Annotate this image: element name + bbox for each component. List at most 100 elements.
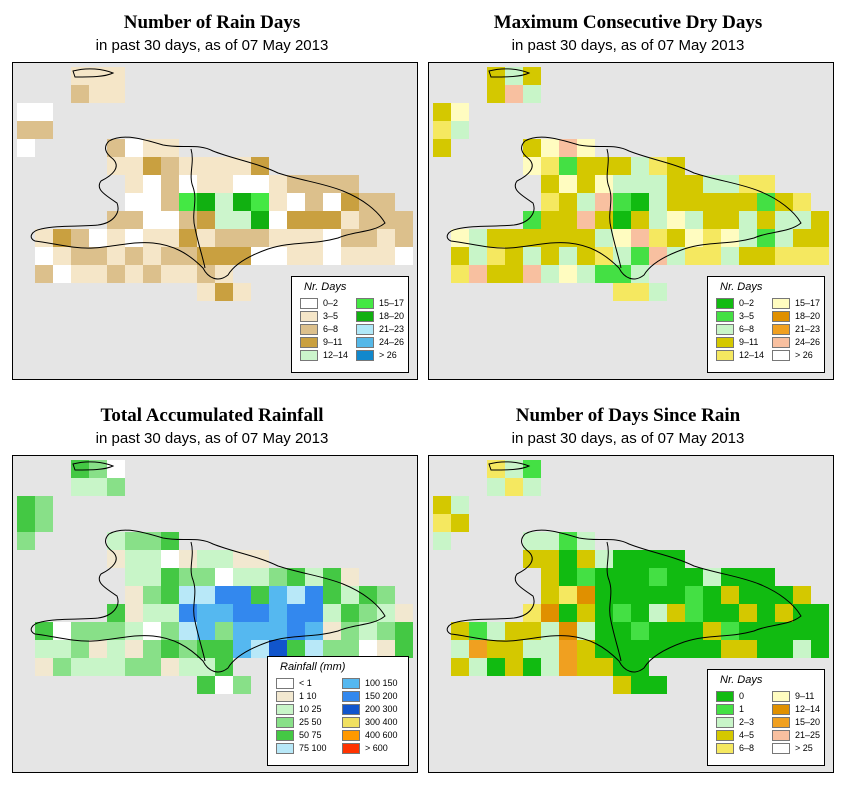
grid-cell — [215, 211, 233, 229]
grid-cell — [161, 640, 179, 658]
grid-cell — [359, 622, 377, 640]
grid-cell — [757, 640, 775, 658]
legend: Rainfall (mm) < 1 1 10 10 25 25 50 50 75 75 10… — [267, 656, 409, 766]
grid-cell — [523, 265, 541, 283]
grid-cell — [451, 622, 469, 640]
legend-item: 9–11 — [772, 690, 814, 702]
legend-swatch — [716, 323, 734, 335]
grid-cell — [197, 640, 215, 658]
grid-cell — [359, 211, 377, 229]
grid-cell — [595, 622, 613, 640]
grid-cell — [125, 532, 143, 550]
grid-cell — [359, 247, 377, 265]
legend-label: > 600 — [365, 743, 388, 753]
grid-cell — [523, 229, 541, 247]
grid-cell — [595, 229, 613, 247]
grid-cell — [451, 496, 469, 514]
grid-cell — [811, 229, 829, 247]
grid-cell — [559, 175, 577, 193]
grid-cell — [179, 265, 197, 283]
panel-subtitle-rainfall: in past 30 days, as of 07 May 2013 — [95, 430, 329, 447]
grid-cell — [269, 622, 287, 640]
grid-cell — [523, 658, 541, 676]
coastline — [446, 136, 802, 280]
grid-cell — [793, 640, 811, 658]
grid-cell — [613, 193, 631, 211]
legend-label: 12–14 — [795, 704, 821, 714]
grid-cell — [215, 175, 233, 193]
grid-cell — [233, 676, 251, 694]
grid-cell — [395, 247, 413, 265]
grid-cell — [233, 193, 251, 211]
grid-cell — [541, 658, 559, 676]
grid-cell — [667, 568, 685, 586]
map-days-since-rain: Nr. Days 0 1 2–3 4–5 6–8 9–11 12–14 15–20 21–25 > … — [428, 455, 834, 773]
grid-cell — [451, 247, 469, 265]
grid-cell — [143, 247, 161, 265]
grid-cell — [505, 247, 523, 265]
panel-subtitle-days-since-rain: in past 30 days, as of 07 May 2013 — [511, 430, 745, 447]
grid-cell — [757, 604, 775, 622]
grid-cell — [703, 604, 721, 622]
grid-cell — [523, 532, 541, 550]
grid-cell — [269, 193, 287, 211]
grid-cell — [451, 514, 469, 532]
grid-cell — [685, 211, 703, 229]
legend-swatch — [276, 716, 294, 728]
legend-label: 100 150 — [365, 678, 398, 688]
grid-cell — [775, 193, 793, 211]
grid-cell — [179, 586, 197, 604]
grid-cell — [793, 586, 811, 604]
grid-cell — [323, 211, 341, 229]
island-outline — [72, 461, 115, 471]
grid-cell — [125, 550, 143, 568]
grid-cell — [305, 640, 323, 658]
grid-cell — [757, 175, 775, 193]
legend-item: 15–17 — [772, 297, 820, 309]
grid-cell — [577, 568, 595, 586]
grid-cell — [35, 658, 53, 676]
grid-cell — [595, 658, 613, 676]
grid-cell — [505, 622, 523, 640]
grid-cell — [649, 175, 667, 193]
grid-cell — [541, 157, 559, 175]
grid-cell — [323, 247, 341, 265]
grid-cell — [631, 211, 649, 229]
grid-cell — [107, 658, 125, 676]
grid-cell — [775, 622, 793, 640]
legend-swatch — [772, 716, 790, 728]
legend-item: 300 400 — [342, 716, 398, 728]
legend-swatch — [772, 349, 790, 361]
legend-item: 6–8 — [716, 323, 754, 335]
grid-cell — [53, 640, 71, 658]
grid-cell — [377, 229, 395, 247]
grid-cell — [71, 658, 89, 676]
country-border — [190, 541, 206, 662]
grid-cell — [161, 157, 179, 175]
legend-swatch — [356, 323, 374, 335]
grid-cell — [161, 247, 179, 265]
grid-cell — [341, 229, 359, 247]
grid-cell — [323, 604, 341, 622]
panel-title-rain-days: Number of Rain Days — [123, 12, 301, 33]
grid-cell — [523, 85, 541, 103]
grid-cell — [433, 514, 451, 532]
grid-cell — [143, 229, 161, 247]
grid-cell — [703, 193, 721, 211]
grid-cell — [811, 604, 829, 622]
legend-item: 2–3 — [716, 716, 754, 728]
grid-cell — [35, 247, 53, 265]
grid-cell — [161, 532, 179, 550]
map-total-rainfall: Rainfall (mm) < 1 1 10 10 25 25 50 50 75 75 10… — [12, 455, 418, 773]
grid-cell — [323, 193, 341, 211]
legend-swatch — [716, 716, 734, 728]
grid-cell — [613, 211, 631, 229]
grid-cell — [215, 568, 233, 586]
grid-cell — [377, 622, 395, 640]
grid-cell — [721, 175, 739, 193]
grid-cell — [613, 550, 631, 568]
grid-cell — [125, 193, 143, 211]
grid-cell — [251, 604, 269, 622]
grid-cell — [559, 622, 577, 640]
grid-cell — [685, 622, 703, 640]
